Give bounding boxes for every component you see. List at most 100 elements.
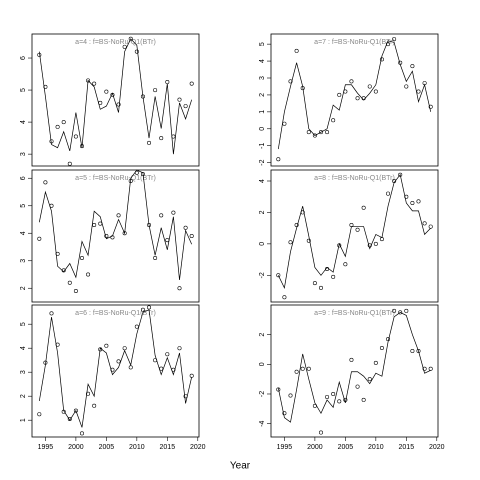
point [331, 118, 336, 123]
point [349, 357, 354, 362]
point [312, 281, 317, 286]
y-tick-label: -2 [259, 159, 266, 165]
panel-title: a=4 : f=BS-NoRu-Q1(BTr) [75, 39, 156, 46]
x-tick-label: 2010 [129, 444, 145, 451]
point [67, 280, 72, 285]
point [43, 84, 48, 89]
point [122, 44, 127, 49]
point [134, 49, 139, 54]
point [55, 124, 60, 129]
point [92, 81, 97, 86]
point [189, 373, 194, 378]
point [410, 201, 415, 206]
panel-frame [31, 33, 200, 167]
point [428, 366, 433, 371]
point [373, 360, 378, 365]
point [416, 348, 421, 353]
point [165, 80, 170, 85]
x-tick-label: 2005 [338, 444, 354, 451]
y-tick-label: -2 [259, 391, 266, 397]
point [392, 308, 397, 313]
y-tick-label: 1 [20, 418, 27, 422]
point [318, 130, 323, 135]
point [153, 255, 158, 260]
point [398, 310, 403, 315]
y-tick-label: 0 [259, 127, 266, 131]
y-tick-label: 6 [20, 176, 27, 180]
point [416, 199, 421, 204]
point [373, 241, 378, 246]
y-tick-label: 2 [20, 286, 27, 290]
point [282, 121, 287, 126]
point [300, 366, 305, 371]
point [128, 365, 133, 370]
point [153, 88, 158, 93]
point [294, 48, 299, 53]
point [134, 324, 139, 329]
point [177, 346, 182, 351]
point [171, 210, 176, 215]
point [116, 102, 121, 107]
point [318, 430, 323, 435]
point [288, 240, 293, 245]
y-tick-label: 5 [20, 204, 27, 208]
point [92, 403, 97, 408]
y-tick-label: 3 [20, 259, 27, 263]
point [361, 397, 366, 402]
point [159, 213, 164, 218]
y-tick-label: 4 [259, 179, 266, 183]
point [410, 348, 415, 353]
point [37, 236, 42, 241]
y-tick-label: 6 [20, 56, 27, 60]
y-tick-label: 2 [20, 394, 27, 398]
panel-title: a=8 : f=BS-NoRu-Q1(BTr) [314, 175, 395, 182]
y-tick-label: -1 [259, 142, 266, 148]
point [428, 224, 433, 229]
point [367, 84, 372, 89]
y-tick-label: 4 [20, 231, 27, 235]
x-tick-label: 2020 [190, 444, 206, 451]
point [116, 213, 121, 218]
point [159, 136, 164, 141]
y-tick-label: -4 [259, 420, 266, 426]
y-tick-label: 3 [20, 152, 27, 156]
point [147, 140, 152, 145]
panel-title: a=5 : f=BS-NoRu-Q1(BTr) [75, 175, 156, 182]
point [92, 223, 97, 228]
point [276, 387, 281, 392]
point [355, 384, 360, 389]
point [276, 157, 281, 162]
point [86, 272, 91, 277]
fit-line [277, 173, 431, 289]
point [325, 130, 330, 135]
y-tick-label: 5 [20, 88, 27, 92]
point [116, 359, 121, 364]
point [165, 352, 170, 357]
panel-frame [270, 304, 439, 438]
fit-line [38, 38, 193, 155]
panel-title: a=9 : f=BS-NoRu-Q1(BTr) [314, 310, 395, 317]
point [386, 191, 391, 196]
panel-frame [270, 169, 439, 303]
point [306, 130, 311, 135]
fit-line [38, 169, 193, 281]
y-tick-label: 0 [259, 242, 266, 246]
y-tick-label: 1 [259, 110, 266, 114]
point [282, 295, 287, 300]
point [422, 366, 427, 371]
point [318, 285, 323, 290]
x-tick-label: 2020 [429, 444, 445, 451]
point [122, 346, 127, 351]
point [343, 262, 348, 267]
point [398, 172, 403, 177]
x-tick-label: 2005 [99, 444, 115, 451]
panel-title: a=7 : f=BS-NoRu-Q1(BTr) [314, 39, 395, 46]
point [79, 255, 84, 260]
y-tick-label: 3 [20, 370, 27, 374]
point [276, 273, 281, 278]
point [367, 377, 372, 382]
point [189, 234, 194, 239]
fit-line [277, 40, 432, 150]
y-tick-label: 2 [259, 93, 266, 97]
